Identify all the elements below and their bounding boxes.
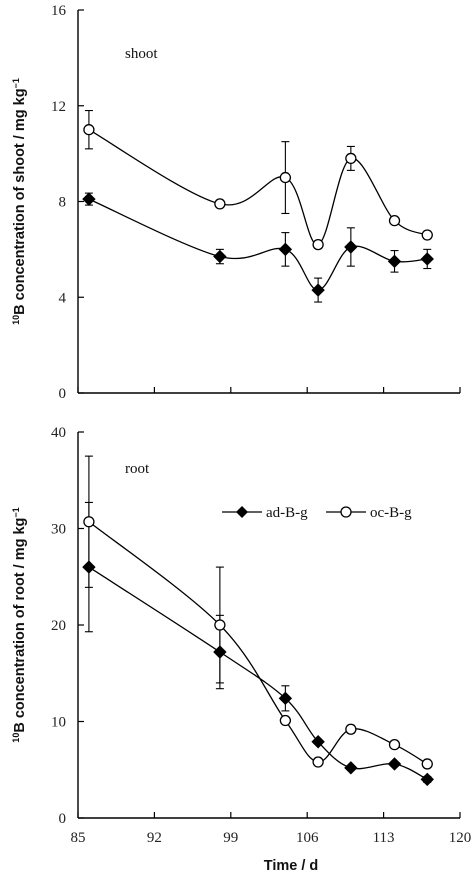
data-point-ad-B-g <box>420 772 434 787</box>
data-point-ad-B-g <box>82 192 96 206</box>
data-point-oc-B-g <box>345 152 357 165</box>
y-axis-title-exponent: −1 <box>11 507 21 517</box>
data-point-ad-B-g <box>82 560 96 574</box>
data-point-oc-B-g <box>312 238 324 251</box>
y-tick-label: 0 <box>59 811 67 827</box>
series-line-ad-B-g <box>88 566 428 780</box>
panel-label: root <box>125 461 150 477</box>
data-point-oc-B-g <box>83 516 95 528</box>
x-tick-label: 85 <box>71 830 86 846</box>
panel-label: shoot <box>125 46 158 62</box>
data-point-oc-B-g <box>421 229 433 241</box>
y-axis-title: 10B concentration of root / mg kg−1 <box>11 507 28 742</box>
data-point-oc-B-g <box>279 171 292 184</box>
data-point-ad-B-g <box>344 240 358 254</box>
legend-label: ad-B-g <box>266 505 308 521</box>
legend-marker-diamond <box>236 506 248 518</box>
y-axis-title-main: B concentration of root / mg kg <box>12 518 28 733</box>
y-axis-title-exponent: −1 <box>11 78 21 88</box>
y-tick-label: 20 <box>51 618 66 634</box>
data-point-ad-B-g <box>420 252 434 266</box>
x-tick-label: 106 <box>296 830 319 846</box>
data-point-oc-B-g <box>388 214 401 227</box>
y-axis-title: 10B concentration of shoot / mg kg−1 <box>11 78 28 325</box>
x-tick-label: 113 <box>373 830 395 846</box>
data-point-ad-B-g <box>387 254 402 269</box>
y-tick-label: 10 <box>51 715 66 731</box>
data-point-ad-B-g <box>311 735 325 749</box>
data-point-oc-B-g <box>388 739 401 751</box>
legend-marker-circle <box>340 506 352 518</box>
y-axis-title-superscript: 10 <box>11 733 21 743</box>
data-point-oc-B-g <box>279 714 292 727</box>
data-point-oc-B-g <box>214 198 226 210</box>
y-tick-label: 12 <box>51 99 66 115</box>
data-point-oc-B-g <box>345 723 357 735</box>
legend-label: oc-B-g <box>370 505 412 521</box>
y-tick-label: 30 <box>51 522 66 538</box>
y-tick-label: 0 <box>59 386 67 402</box>
x-tick-label: 99 <box>223 830 238 846</box>
series-line-ad-B-g <box>88 198 428 291</box>
y-tick-label: 4 <box>59 290 67 306</box>
data-point-ad-B-g <box>344 761 358 775</box>
y-tick-label: 16 <box>51 3 67 19</box>
data-point-oc-B-g <box>312 756 324 768</box>
x-axis-title: Time / d <box>264 858 319 874</box>
shoot-chart: 0 4 8 12 16 10B concentration of shoot / mg k… <box>11 3 461 402</box>
y-tick-label: 8 <box>59 195 67 211</box>
y-axis-title-main: B concentration of shoot / mg kg <box>12 88 28 314</box>
series-line-oc-B-g <box>88 521 428 765</box>
data-point-ad-B-g <box>213 645 227 659</box>
data-point-ad-B-g <box>387 757 402 771</box>
data-point-ad-B-g <box>278 691 293 706</box>
x-tick-label: 120 <box>449 830 472 846</box>
y-tick-label: 40 <box>51 425 66 441</box>
legend: ad-B-g oc-B-g <box>222 505 412 521</box>
data-point-oc-B-g <box>214 619 226 631</box>
data-point-oc-B-g <box>83 124 95 136</box>
data-point-ad-B-g <box>278 242 293 257</box>
series-line-oc-B-g <box>88 129 428 246</box>
y-axis-title-superscript: 10 <box>11 315 21 325</box>
data-point-oc-B-g <box>421 758 433 770</box>
data-point-ad-B-g <box>311 283 325 297</box>
data-point-ad-B-g <box>213 249 227 264</box>
x-tick-label: 92 <box>147 830 162 846</box>
